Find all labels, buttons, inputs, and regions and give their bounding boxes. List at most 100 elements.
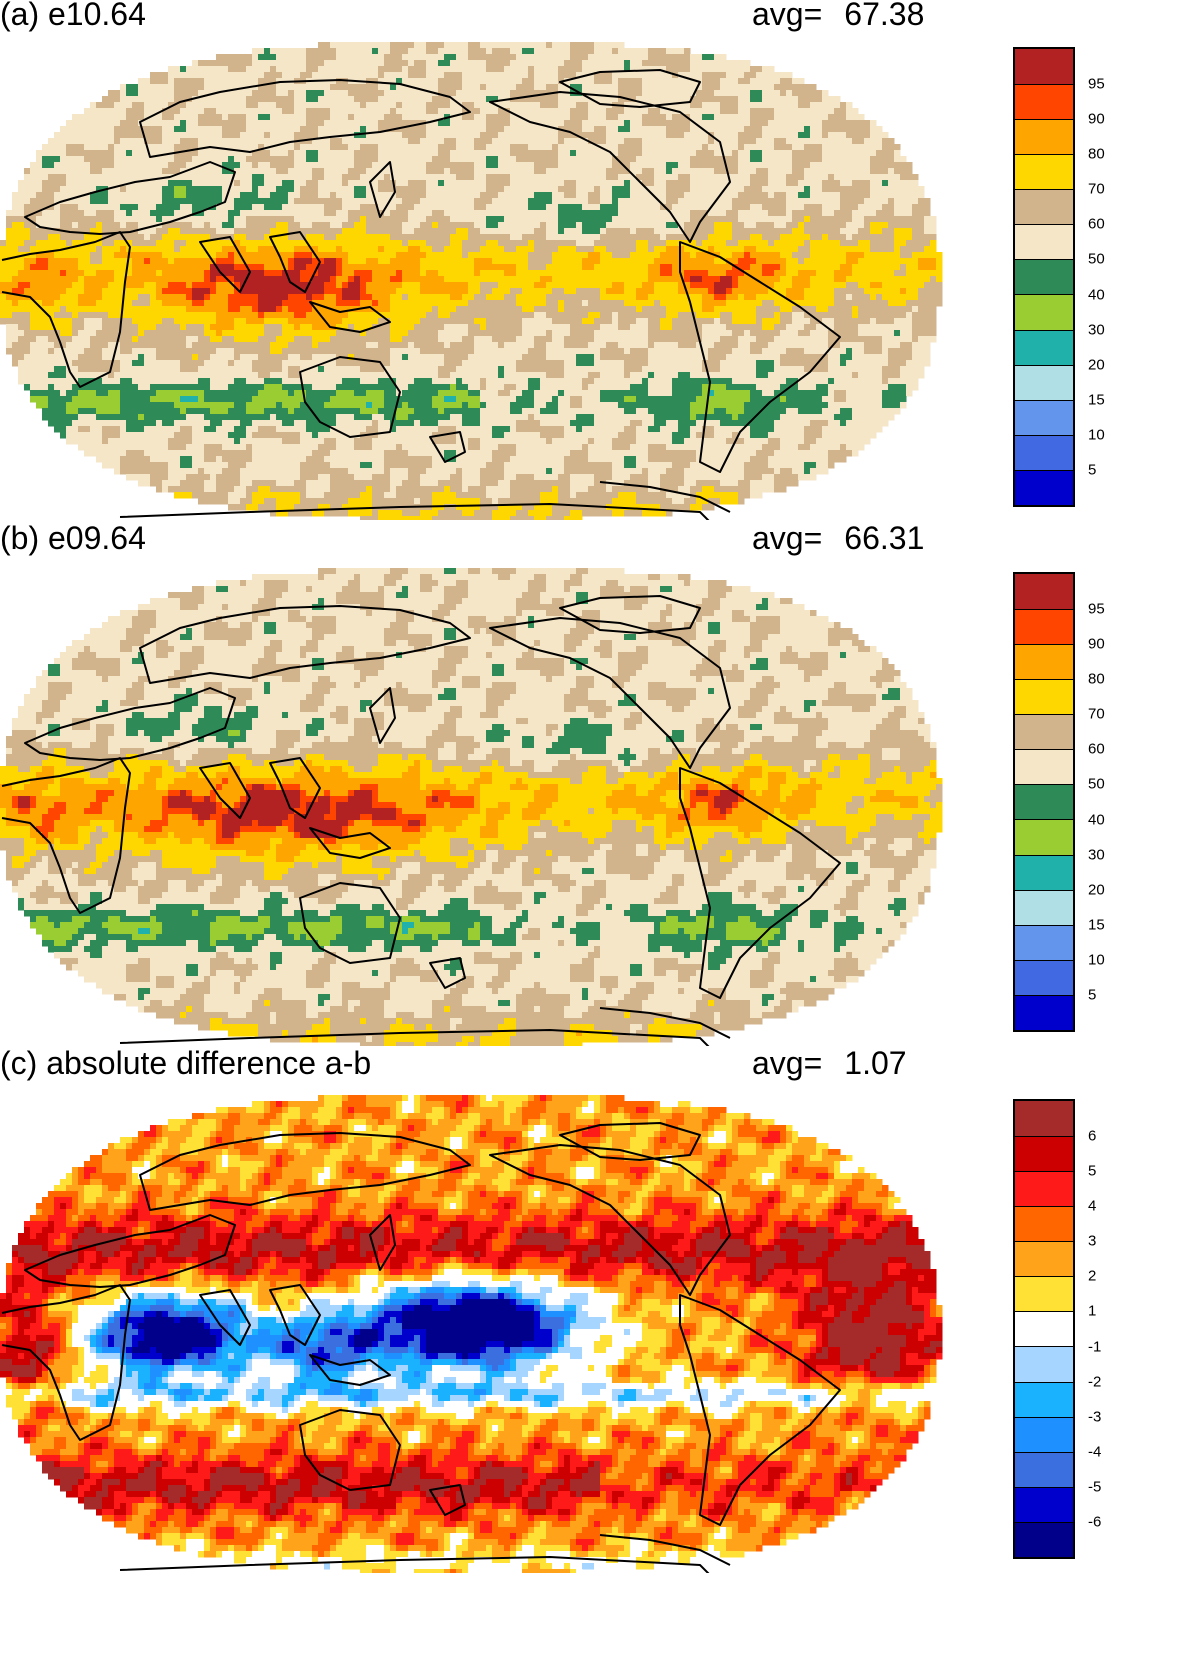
colorbar-tick-label: 90 (1088, 111, 1105, 128)
colorbar-swatch (1015, 1416, 1073, 1452)
coastline (489, 617, 731, 769)
colorbar-tick-label: -2 (1088, 1373, 1101, 1390)
colorbar-swatch (1015, 784, 1073, 820)
colorbar-tick-label: 50 (1088, 251, 1105, 268)
colorbar-swatch (1015, 1171, 1073, 1207)
coastline (299, 356, 401, 438)
coastline (119, 1029, 710, 1046)
colorbar-tick-label: 30 (1088, 846, 1105, 863)
colorbar-tick-label: 10 (1088, 951, 1105, 968)
avg-label: avg= (752, 520, 822, 556)
coastline (429, 1484, 466, 1516)
map-c (0, 1095, 943, 1573)
colorbar-tick-label: 6 (1088, 1128, 1096, 1145)
colorbar-tick-label: 5 (1088, 986, 1096, 1003)
colorbar-swatch (1015, 924, 1073, 960)
coastlines (1, 595, 841, 1046)
colorbar-swatch (1015, 994, 1073, 1030)
colorbar-tick-label: 80 (1088, 146, 1105, 163)
coastline (679, 1294, 841, 1526)
colorbar-swatch (1015, 84, 1073, 120)
colorbar-tick-label: -5 (1088, 1478, 1101, 1495)
coastline (309, 1354, 391, 1386)
coastline (599, 481, 731, 513)
colorbar-swatch (1015, 1381, 1073, 1417)
colorbar-tick-label: 20 (1088, 881, 1105, 898)
coastline (139, 1132, 471, 1211)
colorbar-tick-label: 10 (1088, 426, 1105, 443)
map-b (0, 568, 943, 1046)
coastline (679, 241, 841, 473)
colorbar-tick-label: 60 (1088, 741, 1105, 758)
colorbar-c (1013, 1099, 1075, 1559)
colorbar-swatch (1015, 1136, 1073, 1172)
colorbar-swatch (1015, 224, 1073, 260)
colorbar-swatch (1015, 259, 1073, 295)
coastline (269, 1284, 321, 1346)
colorbar-tick-label: 2 (1088, 1268, 1096, 1285)
colorbar-swatch (1015, 1451, 1073, 1487)
coastlines (1, 1122, 841, 1573)
data-field (0, 42, 943, 520)
coastline (119, 1556, 710, 1573)
colorbar-tick-label: 80 (1088, 671, 1105, 688)
coastline (559, 69, 701, 108)
colorbar-tick-label: 20 (1088, 356, 1105, 373)
coastline (489, 1144, 731, 1296)
colorbar-swatch (1015, 399, 1073, 435)
coastline (429, 957, 466, 989)
avg-label: avg= (752, 1045, 822, 1081)
colorbar-tick-label: 15 (1088, 391, 1105, 408)
coastline (1, 1284, 131, 1441)
coastline (199, 236, 251, 293)
colorbar-swatch (1015, 1241, 1073, 1277)
coastline (139, 79, 471, 158)
coastline (199, 762, 251, 819)
data-field (0, 568, 943, 1046)
colorbar-swatch (1015, 1206, 1073, 1242)
coastline (309, 301, 391, 333)
panel-average: avg= 1.07 (752, 1045, 907, 1082)
colorbar-swatch (1015, 364, 1073, 400)
colorbar-tick-label: -1 (1088, 1338, 1101, 1355)
colorbar-swatch (1015, 329, 1073, 365)
colorbar-swatch (1015, 1486, 1073, 1522)
data-field (0, 1095, 943, 1573)
coastline (599, 1534, 731, 1566)
coastline (139, 605, 471, 684)
colorbar-tick-label: 5 (1088, 461, 1096, 478)
coastlines (1, 69, 841, 520)
colorbar-tick-label: -6 (1088, 1513, 1101, 1530)
colorbar-tick-label: -4 (1088, 1443, 1101, 1460)
coastline (429, 431, 466, 463)
panel-c: (c) absolute difference a-b avg= 1.07 6 5 4… (0, 1045, 1183, 1677)
coastline (1, 231, 131, 388)
coastline (119, 503, 710, 520)
coastline (369, 161, 396, 218)
colorbar-swatch (1015, 434, 1073, 470)
coastline (559, 595, 701, 634)
colorbar-swatch (1015, 854, 1073, 890)
coastline (599, 1007, 731, 1039)
coastline (269, 231, 321, 293)
coastline (1, 757, 131, 914)
coastline (309, 827, 391, 859)
colorbar-tick-label: 70 (1088, 706, 1105, 723)
colorbar-swatch (1015, 644, 1073, 680)
coastline (299, 1409, 401, 1491)
colorbar-swatch (1015, 1276, 1073, 1312)
colorbar-swatch (1015, 609, 1073, 645)
colorbar-tick-label: 50 (1088, 776, 1105, 793)
colorbar-tick-label: 40 (1088, 286, 1105, 303)
map-a (0, 42, 943, 520)
colorbar-tick-label: 5 (1088, 1163, 1096, 1180)
coastline (679, 767, 841, 999)
colorbar-swatch (1015, 294, 1073, 330)
colorbar-tick-label: 70 (1088, 181, 1105, 198)
colorbar-swatch (1015, 679, 1073, 715)
colorbar-swatch (1015, 714, 1073, 750)
panel-average: avg= 66.31 (752, 520, 924, 557)
coastline (24, 687, 236, 761)
coastline (559, 1122, 701, 1161)
colorbar-tick-label: 95 (1088, 76, 1105, 93)
